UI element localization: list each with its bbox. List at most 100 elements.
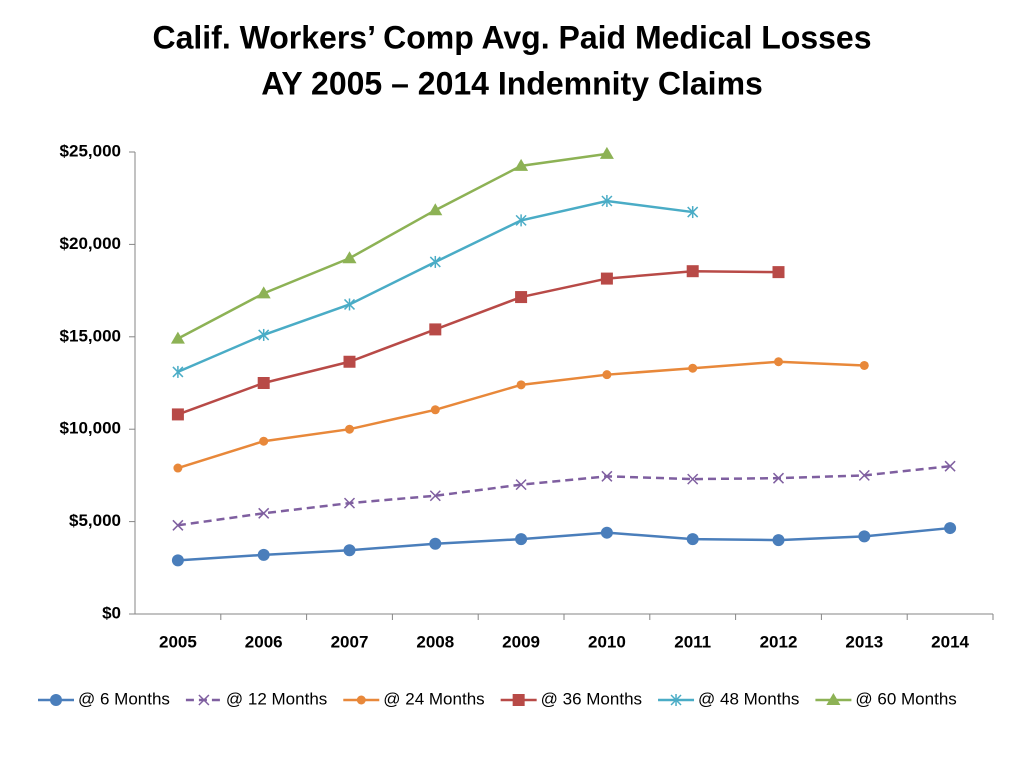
data-point [944, 460, 956, 472]
marker-dot [429, 537, 442, 550]
marker-dot [356, 695, 366, 705]
data-point [257, 377, 270, 389]
marker-dot [50, 694, 62, 706]
marker-square [600, 272, 613, 285]
marker-square [686, 265, 699, 278]
data-point [515, 291, 528, 304]
data-point [429, 255, 441, 268]
data-point [171, 554, 184, 567]
marker-stroke [772, 472, 785, 484]
data-point [688, 363, 698, 373]
marker-square [171, 408, 184, 421]
legend-label: @ 6 Months [78, 689, 170, 708]
data-point [429, 490, 441, 502]
data-point [429, 323, 442, 336]
legend-marker [826, 693, 841, 705]
data-point [601, 194, 613, 207]
data-point [514, 158, 529, 171]
data-point [944, 522, 957, 535]
marker-stroke [858, 469, 870, 481]
legend-marker [356, 695, 366, 705]
marker-square [343, 355, 356, 368]
marker-stroke [515, 479, 527, 491]
legend-marker [50, 694, 62, 706]
series-line [177, 199, 693, 374]
legend-label: @ 12 Months [226, 689, 327, 708]
data-point [259, 436, 269, 446]
marker-dot [688, 363, 698, 373]
data-point [602, 370, 612, 380]
data-point [772, 266, 785, 279]
data-point [858, 530, 871, 543]
data-point [343, 497, 356, 509]
data-point [687, 206, 699, 219]
data-point [258, 328, 270, 341]
legend-marker [198, 694, 210, 706]
data-point [858, 469, 870, 481]
marker-triangle [428, 203, 443, 216]
marker-triangle [826, 693, 841, 705]
data-point [343, 355, 356, 368]
marker-stroke [172, 519, 184, 531]
data-point [256, 286, 271, 299]
data-point [170, 331, 185, 344]
marker-dot [602, 370, 612, 380]
marker-dot [345, 424, 354, 434]
marker-dot [772, 534, 785, 547]
marker-stroke [687, 473, 699, 485]
marker-dot [257, 548, 270, 561]
data-point [772, 472, 785, 484]
marker-stroke [198, 694, 210, 706]
data-point [343, 298, 356, 311]
marker-dot [686, 533, 699, 546]
data-point [172, 365, 184, 378]
data-point [257, 548, 270, 561]
legend-label: @ 60 Months [855, 689, 956, 708]
marker-square [772, 266, 785, 279]
data-point [430, 405, 440, 415]
marker-dot [944, 522, 957, 535]
x-tick-label: 2007 [331, 632, 369, 651]
marker-dot [600, 526, 613, 539]
data-point [772, 534, 785, 547]
data-point [515, 479, 527, 491]
x-tick-label: 2006 [245, 632, 283, 651]
marker-triangle [342, 251, 357, 264]
legend-marker [512, 694, 525, 706]
marker-triangle [514, 158, 529, 171]
data-point [342, 251, 357, 264]
y-tick-label: $5,000 [69, 511, 121, 530]
x-tick-label: 2011 [674, 632, 711, 651]
marker-dot [171, 554, 184, 567]
marker-square [512, 694, 525, 706]
y-tick-label: $15,000 [60, 326, 121, 345]
data-point [687, 473, 699, 485]
marker-square [257, 377, 270, 389]
data-point [515, 214, 527, 227]
x-tick-label: 2010 [588, 632, 626, 651]
x-tick-label: 2014 [931, 632, 969, 651]
data-point [515, 533, 528, 546]
chart-subtitle: AY 2005 – 2014 Indemnity Claims [261, 65, 763, 101]
data-point [172, 519, 184, 531]
y-tick-label: $10,000 [60, 419, 121, 438]
data-point [686, 265, 699, 278]
data-point [686, 533, 699, 546]
data-point [345, 424, 354, 434]
y-tick-label: $20,000 [60, 234, 121, 253]
legend-marker [670, 694, 682, 706]
data-point [343, 544, 356, 557]
marker-stroke [601, 470, 613, 482]
marker-dot [516, 380, 526, 390]
x-tick-label: 2012 [760, 632, 798, 651]
marker-stroke [429, 490, 441, 502]
data-point [600, 272, 613, 285]
x-tick-label: 2009 [502, 632, 540, 651]
data-point [601, 470, 613, 482]
marker-stroke [258, 507, 270, 519]
data-point [600, 526, 613, 539]
marker-triangle [256, 286, 271, 299]
x-tick-label: 2005 [159, 632, 197, 651]
marker-dot [173, 463, 183, 473]
